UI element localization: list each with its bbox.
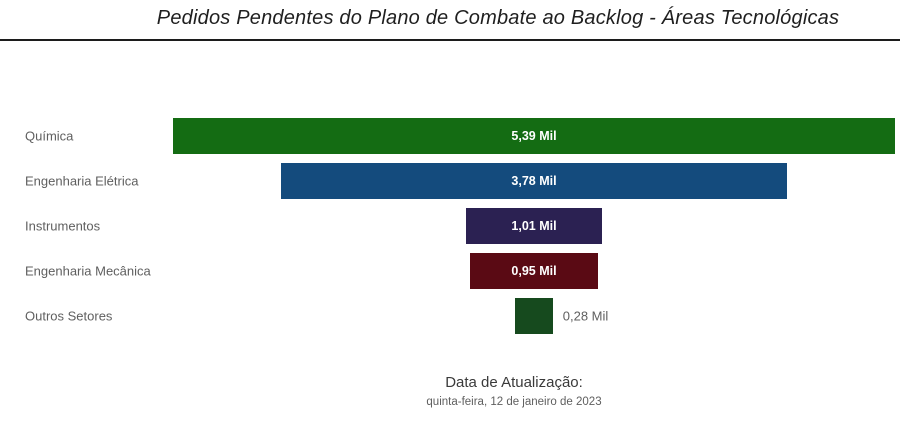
category-label: Química — [25, 128, 74, 144]
funnel-bar[interactable]: 0,95 Mil — [470, 253, 598, 289]
update-date-block: Data de Atualização: quinta-feira, 12 de… — [64, 374, 900, 408]
chart-title: Pedidos Pendentes do Plano de Combate ao… — [156, 7, 840, 29]
funnel-bar[interactable]: 3,78 Mil — [280, 163, 788, 199]
funnel-bar[interactable]: 1,01 Mil — [466, 208, 602, 244]
funnel-row: Outros Setores 0,28 Mil — [0, 298, 900, 334]
chart-header: Pedidos Pendentes do Plano de Combate ao… — [0, 0, 900, 41]
funnel-bar[interactable] — [515, 298, 553, 334]
funnel-row: Química 5,39 Mil — [0, 118, 900, 154]
funnel-chart: Química 5,39 Mil Engenharia Elétrica 3,78 M… — [0, 118, 900, 343]
value-label: 5,39 Mil — [511, 129, 557, 143]
funnel-row: Engenharia Elétrica 3,78 Mil — [0, 163, 900, 199]
category-label: Engenharia Elétrica — [25, 173, 139, 189]
value-label: 0,95 Mil — [511, 264, 557, 278]
value-label: 1,01 Mil — [511, 219, 557, 233]
funnel-bar[interactable]: 5,39 Mil — [173, 118, 895, 154]
category-label: Outros Setores — [25, 308, 113, 324]
update-date-value: quinta-feira, 12 de janeiro de 2023 — [426, 396, 602, 408]
funnel-row: Instrumentos 1,01 Mil — [0, 208, 900, 244]
value-label: 3,78 Mil — [511, 174, 557, 188]
value-label: 0,28 Mil — [562, 308, 609, 324]
category-label: Instrumentos — [25, 218, 101, 234]
update-date-label: Data de Atualização: — [445, 374, 583, 391]
funnel-row: Engenharia Mecânica 0,95 Mil — [0, 253, 900, 289]
category-label: Engenharia Mecânica — [25, 263, 151, 279]
